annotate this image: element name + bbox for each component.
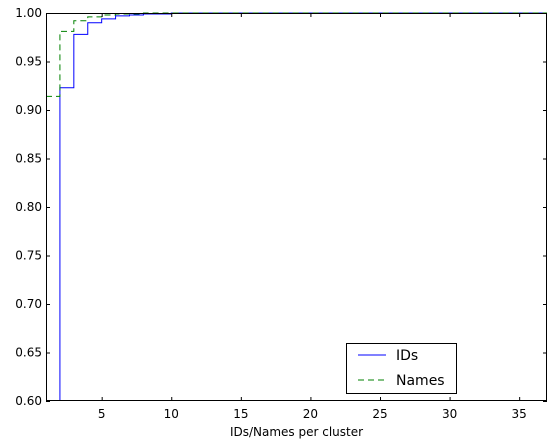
- y-tick-label: 0.60: [15, 394, 42, 408]
- x-tick-label: 20: [303, 407, 318, 421]
- y-tick-label: 0.70: [15, 297, 42, 311]
- y-tick-label: 0.95: [15, 55, 42, 69]
- x-tick-label: 35: [512, 407, 527, 421]
- x-tick-label: 15: [233, 407, 248, 421]
- legend: IDs Names: [346, 343, 457, 394]
- x-tick-label: 5: [98, 407, 106, 421]
- x-axis-label: IDs/Names per cluster: [230, 425, 363, 439]
- legend-label-ids: IDs: [396, 348, 418, 364]
- y-tick-label: 0.75: [15, 249, 42, 263]
- y-tick-label: 1.00: [15, 6, 42, 20]
- y-tick-label: 0.90: [15, 103, 42, 117]
- legend-box: [346, 343, 457, 394]
- legend-label-names: Names: [396, 373, 445, 389]
- plot-frame: [46, 13, 547, 401]
- x-tick-label: 10: [164, 407, 179, 421]
- series-line-ids: [59, 12, 547, 401]
- series-line-names: [46, 12, 547, 97]
- y-tick-label: 0.80: [15, 200, 42, 214]
- y-tick-label: 0.65: [15, 346, 42, 360]
- x-tick-label: 30: [442, 407, 457, 421]
- x-tick-label: 25: [372, 407, 387, 421]
- series-layer: [46, 12, 547, 401]
- y-tick-label: 0.85: [15, 152, 42, 166]
- ticks-layer: 5 10 15 20 25 30 35 0.60 0.65 0.70 0.75 0.80 0.85 0.9…: [15, 6, 547, 421]
